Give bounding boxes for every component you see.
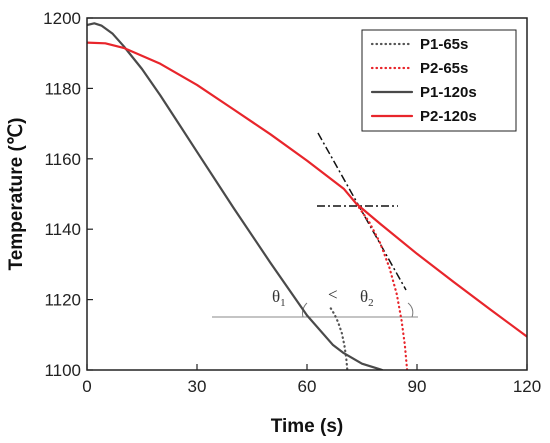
- y-tick-label: 1160: [44, 150, 81, 169]
- legend-label: P2-120s: [420, 108, 477, 125]
- x-tick-label: 120: [513, 377, 541, 396]
- legend: P1-65s P2-65s P1-120s P2-120s: [361, 29, 517, 132]
- series-line-p2-65s: [355, 202, 409, 370]
- x-axis: 0 30 60 90 120: [82, 364, 541, 396]
- y-tick-label: 1200: [43, 9, 81, 28]
- y-tick-label: 1120: [44, 291, 81, 310]
- tangent-line: [317, 132, 407, 291]
- legend-label: P2-65s: [420, 60, 468, 77]
- x-tick-label: 90: [408, 377, 427, 396]
- theta2-arc: [407, 302, 414, 318]
- series-line-p2-120s: [87, 41, 527, 338]
- angle-annotations: θ1 < θ2: [212, 132, 418, 318]
- legend-label: P1-65s: [420, 36, 468, 53]
- theta2-label: θ2: [360, 287, 374, 309]
- x-tick-label: 60: [298, 377, 317, 396]
- x-axis-label: Time (s): [271, 416, 344, 437]
- y-tick-label: 1140: [44, 220, 81, 239]
- x-tick-label: 30: [188, 377, 207, 396]
- x-tick-label: 0: [82, 377, 91, 396]
- legend-label: P1-120s: [420, 84, 477, 101]
- compare-symbol: <: [328, 285, 338, 304]
- series-line-p1-120s: [87, 22, 384, 370]
- series-layer: [87, 22, 527, 370]
- series-line-p1-65s: [329, 307, 349, 370]
- y-tick-label: 1180: [44, 79, 81, 98]
- y-tick-label: 1100: [44, 361, 81, 380]
- y-axis-label: Temperature (℃): [6, 118, 27, 271]
- legend-box: [361, 29, 517, 132]
- y-axis: 1100 1120 1140 1160 1180 1200: [43, 9, 93, 380]
- theta1-label: θ1: [272, 287, 286, 309]
